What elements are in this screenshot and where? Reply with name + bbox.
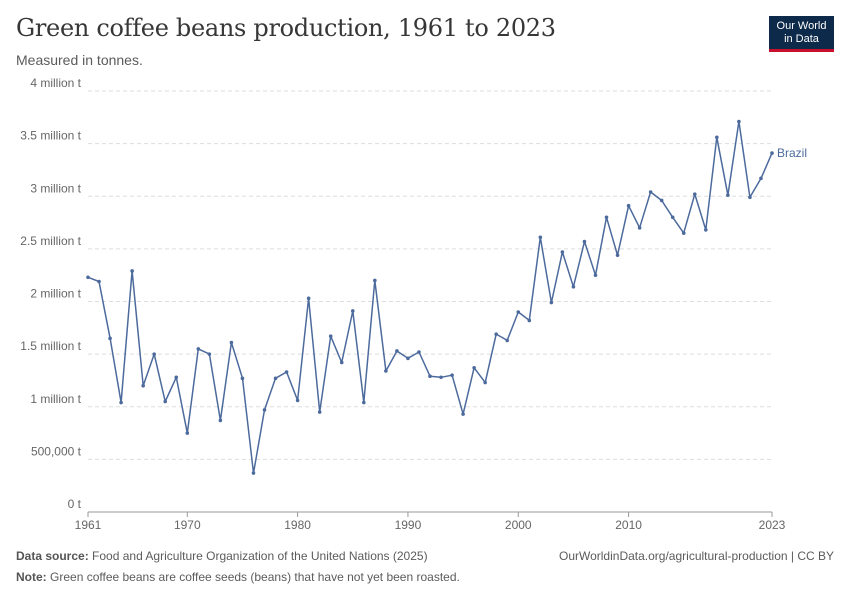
owid-logo[interactable]: Our World in Data [769,16,834,52]
data-point [174,375,179,380]
data-point [770,151,774,155]
data-point [428,374,432,379]
x-tick-label: 1970 [174,518,201,532]
chart-note: Note: Green coffee beans are coffee seed… [16,570,460,584]
y-tick-label: 3 million t [30,181,81,195]
data-point [130,269,134,273]
data-point [571,284,576,289]
y-tick-label: 1.5 million t [20,339,81,353]
data-point [715,135,719,140]
series-label: Brazil [777,146,807,160]
data-point [306,296,311,301]
data-point [328,334,333,339]
data-point [681,231,686,235]
data-point [406,356,410,361]
y-tick-label: 3.5 million t [20,129,81,143]
data-point [350,309,355,313]
data-point [417,350,421,354]
data-point [295,398,300,403]
chart-subtitle: Measured in tonnes. [16,52,143,68]
data-point [516,310,521,314]
data-point [759,176,763,181]
x-tick-label: 1990 [395,518,422,532]
data-point [637,226,642,230]
data-point [461,412,465,416]
x-tick-label: 2010 [615,518,642,532]
data-point [218,418,223,423]
data-point [86,275,90,280]
data-point [185,431,190,435]
chart-title: Green coffee beans production, 1961 to 2… [16,14,556,42]
data-point [560,250,565,254]
data-point [659,198,664,203]
data-point [450,373,454,377]
data-point [395,349,399,353]
data-point [119,400,123,405]
data-point [141,383,145,388]
data-point [505,338,510,343]
x-tick-label: 1961 [75,518,102,532]
data-point [626,203,631,208]
y-tick-label: 2 million t [30,287,81,301]
data-point [317,410,322,414]
data-point [273,376,278,381]
data-point [670,215,675,220]
data-point [108,336,112,341]
data-point [604,215,609,220]
data-point [538,235,543,240]
data-point [726,193,730,197]
note-label: Note: [16,570,47,584]
data-source-label: Data source: [16,549,89,563]
data-point [615,253,620,257]
data-point [284,370,289,374]
data-point [593,273,598,277]
y-tick-label: 500,000 t [31,444,82,458]
data-point [549,300,554,305]
logo-line-2: in Data [784,33,819,45]
x-tick-label: 2023 [759,518,786,532]
data-source: Data source: Food and Agriculture Organi… [16,549,428,563]
data-point [163,399,168,404]
data-point [251,471,256,475]
series-line [87,120,773,474]
x-tick-label: 1980 [284,518,311,532]
data-point [229,340,234,345]
data-point [240,376,245,381]
data-point [362,400,366,405]
y-tick-label: 0 t [68,497,82,511]
data-point [692,192,697,196]
note-text: Green coffee beans are coffee seeds (bea… [50,570,460,584]
data-point [339,360,344,365]
data-point [439,375,443,380]
data-point [207,352,212,356]
data-point [373,278,377,283]
data-point [472,366,476,370]
data-point [196,347,201,351]
data-point [648,190,653,194]
y-tick-label: 4 million t [30,76,81,90]
data-point [97,279,101,284]
logo-line-1: Our World [776,20,827,32]
data-point [384,369,388,373]
data-point [494,332,498,336]
data-source-text: Food and Agriculture Organization of the… [92,549,428,563]
data-point [152,352,156,356]
credit-link[interactable]: OurWorldinData.org/agricultural-producti… [558,549,834,563]
data-point [483,380,487,385]
data-point [527,318,532,323]
data-point [582,239,587,244]
y-tick-label: 1 million t [30,392,81,406]
data-point [748,195,752,200]
data-point [737,119,741,124]
y-tick-label: 2.5 million t [20,234,81,248]
data-point [262,408,267,412]
data-point [704,228,708,232]
x-tick-label: 2000 [505,518,532,532]
